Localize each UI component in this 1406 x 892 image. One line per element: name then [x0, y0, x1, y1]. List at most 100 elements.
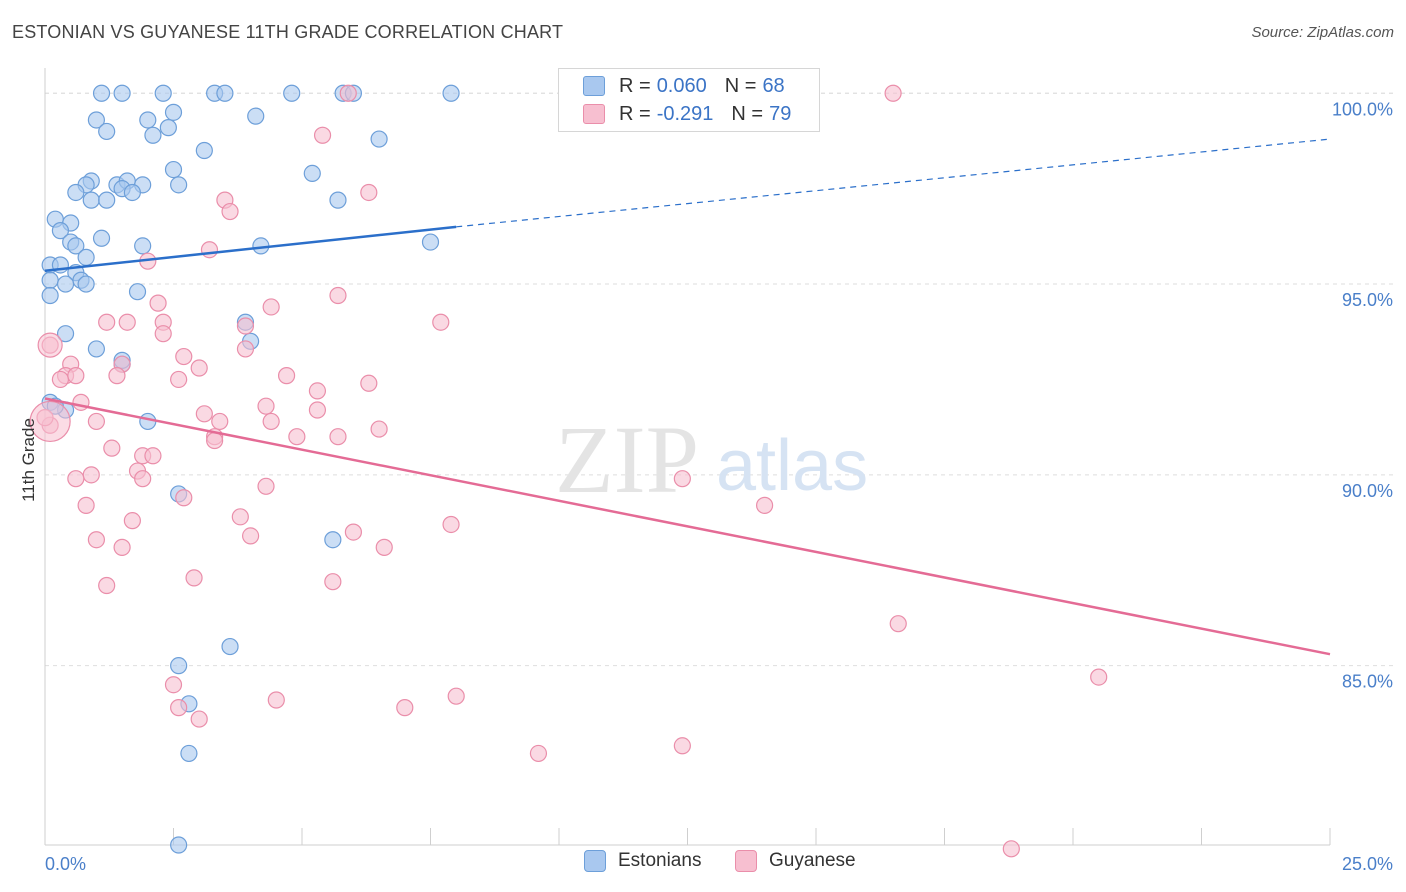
estonian-point	[92, 84, 111, 102]
guyanese-point	[308, 401, 327, 419]
estonian-point	[98, 191, 116, 209]
guyanese-point	[277, 367, 296, 385]
guyanese-point	[200, 241, 219, 259]
estonian-point	[283, 84, 301, 102]
guyanese-trend-line	[44, 397, 1331, 656]
guyanese-point	[1002, 840, 1020, 858]
guyanese-point	[87, 412, 106, 431]
grid-layer	[45, 92, 1395, 667]
estonians-n-value: 68	[762, 74, 785, 97]
guyanese-point	[262, 412, 280, 431]
watermark: ZIP atlas	[555, 406, 868, 513]
estonian-point	[170, 176, 188, 194]
estonian-point	[180, 744, 198, 763]
guyanese-point	[29, 400, 71, 443]
guyanese-point	[118, 313, 136, 331]
estonians-swatch	[583, 76, 605, 96]
estonian-point	[195, 141, 213, 160]
guyanese-point	[447, 687, 465, 705]
guyanese-point	[67, 470, 85, 488]
estonians-trend-extension	[456, 138, 1331, 228]
guyanese-point	[360, 183, 378, 202]
guyanese-point	[77, 496, 95, 514]
guyanese-point	[324, 573, 342, 591]
estonian-point	[67, 237, 85, 255]
guyanese-point	[67, 367, 85, 385]
guyanese-point	[236, 340, 255, 358]
guyanese-point	[236, 317, 255, 335]
estonian-point	[113, 84, 131, 102]
guyanese-n-value: 79	[769, 102, 792, 125]
estonian-point	[164, 160, 183, 179]
estonian-point	[123, 183, 141, 202]
guyanese-point	[231, 508, 249, 526]
guyanese-legend-label: Guyanese	[769, 850, 856, 871]
guyanese-point	[673, 737, 691, 755]
guyanese-point	[185, 569, 203, 587]
guyanese-point	[149, 294, 167, 312]
correlation-legend: R = 0.060 N = 68 R = -0.291 N = 79	[558, 68, 820, 132]
estonians-legend-label: Estonians	[618, 850, 702, 871]
guyanese-point	[360, 374, 378, 392]
guyanese-point	[211, 412, 229, 431]
guyanese-point	[87, 531, 106, 549]
guyanese-point	[221, 202, 239, 221]
estonians-r-label: R =	[619, 74, 651, 97]
guyanese-point	[134, 470, 152, 488]
bottom-legend-estonians: Estonians	[584, 850, 701, 872]
guyanese-point	[170, 370, 188, 389]
estonian-point	[56, 325, 75, 343]
x-tick-label: 25.0%	[1342, 854, 1393, 874]
guyanese-point	[103, 439, 121, 457]
y-tick-label: 90.0%	[1342, 481, 1393, 501]
guyanese-point	[123, 512, 141, 530]
guyanese-point	[1090, 668, 1108, 686]
chart-title: ESTONIAN VS GUYANESE 11TH GRADE CORRELAT…	[12, 22, 564, 42]
guyanese-point	[190, 359, 208, 377]
guyanese-point	[673, 470, 691, 488]
guyanese-point	[288, 428, 306, 446]
estonian-point	[324, 531, 342, 549]
guyanese-point	[170, 699, 188, 717]
estonian-point	[41, 286, 59, 305]
estonian-point	[92, 229, 111, 247]
estonian-point	[159, 119, 177, 137]
guyanese-point	[755, 496, 774, 514]
guyanese-point	[257, 397, 275, 415]
guyanese-point	[113, 538, 131, 556]
estonian-point	[139, 111, 157, 129]
guyanese-point	[175, 347, 193, 366]
guyanese-point	[308, 382, 327, 400]
estonian-point	[41, 271, 59, 289]
estonian-point	[77, 248, 95, 266]
guyanese-swatch	[583, 104, 605, 124]
estonians-r-value: 0.060	[656, 74, 707, 97]
guyanese-point	[154, 325, 172, 343]
guyanese-point	[195, 405, 213, 423]
guyanese-point	[98, 576, 116, 595]
guyanese-point	[164, 676, 183, 694]
estonian-point	[51, 222, 70, 240]
estonian-point	[370, 130, 388, 148]
estonian-point	[164, 103, 183, 121]
axis-layer: 85.0% 90.0% 95.0% 100.0% 0.0% 25.0%	[44, 68, 1393, 874]
source-label: Source: ZipAtlas.com	[1251, 24, 1394, 41]
estonian-point	[134, 237, 152, 255]
guyanese-point	[108, 367, 126, 385]
guyanese-point	[242, 527, 260, 545]
watermark-atlas: atlas	[716, 426, 868, 506]
estonians-trend-line	[44, 225, 457, 272]
guyanese-point	[442, 515, 460, 534]
y-tick-label: 100.0%	[1332, 99, 1393, 119]
y-tick-label: 95.0%	[1342, 290, 1393, 310]
estonian-point	[144, 126, 162, 144]
estonian-point	[421, 233, 440, 251]
trend-layer	[44, 138, 1331, 656]
guyanese-point	[396, 699, 414, 717]
guyanese-point	[884, 84, 902, 102]
guyanese-point	[175, 489, 193, 507]
guyanese-point	[344, 523, 362, 541]
estonian-point	[139, 412, 157, 431]
estonian-point	[128, 283, 147, 301]
guyanese-point	[98, 313, 116, 331]
